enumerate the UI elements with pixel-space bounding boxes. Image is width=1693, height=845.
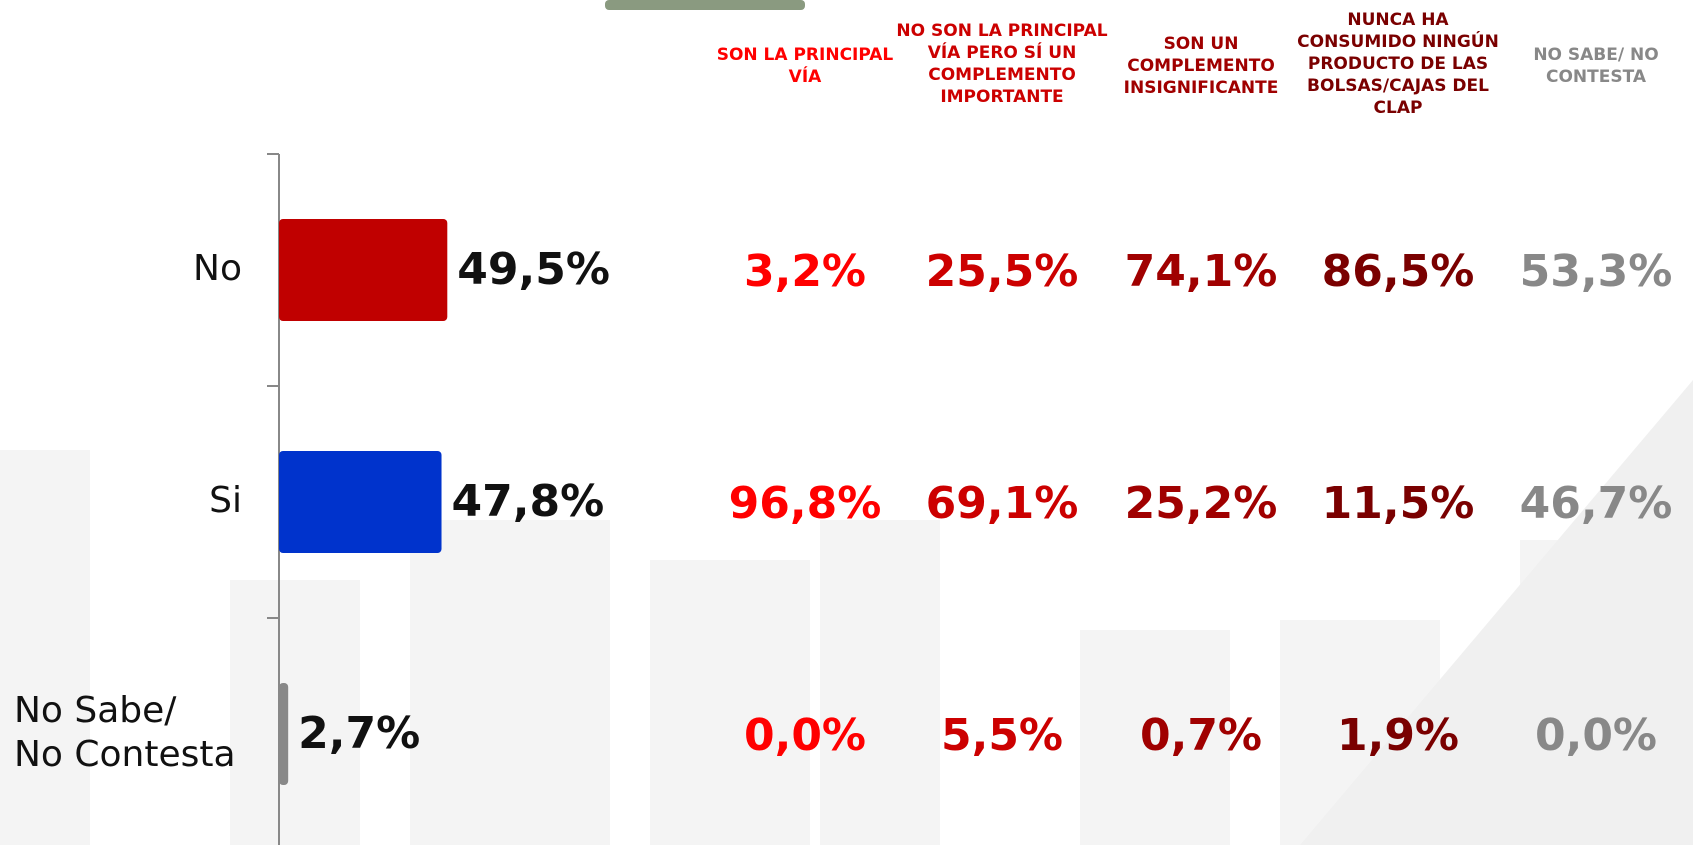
table-cell: 1,9% <box>1337 710 1459 761</box>
category-label: No Sabe/ <box>14 690 177 731</box>
table-cell: 46,7% <box>1520 478 1673 529</box>
column-header: NUNCA HA CONSUMIDO NINGÚN PRODUCTO DE LA… <box>1297 10 1499 118</box>
table-cell: 0,7% <box>1140 710 1262 761</box>
bar <box>279 683 289 785</box>
background <box>0 380 1693 845</box>
category-label: No <box>193 248 242 289</box>
table-cell: 11,5% <box>1322 478 1475 529</box>
table-cell: 53,3% <box>1520 246 1673 297</box>
value-label: 47,8% <box>452 476 605 527</box>
bar <box>279 451 442 553</box>
column-header: NO SON LA PRINCIPAL VÍA PERO SÍ UN COMPL… <box>896 21 1108 107</box>
table-cell: 86,5% <box>1322 246 1475 297</box>
table-cell: 69,1% <box>926 478 1079 529</box>
table-cell: 0,0% <box>1535 710 1657 761</box>
category-label: No Contesta <box>14 734 236 775</box>
table-cell: 0,0% <box>744 710 866 761</box>
category-label: Si <box>209 480 242 521</box>
top-image <box>605 0 805 10</box>
column-header: SON UN COMPLEMENTO INSIGNIFICANTE <box>1123 34 1279 98</box>
column-header: NO SABE/ NO CONTESTA <box>1533 45 1659 87</box>
value-label: 49,5% <box>457 244 610 295</box>
bar <box>279 219 448 321</box>
table-cell: 25,2% <box>1125 478 1278 529</box>
value-label: 2,7% <box>298 708 420 759</box>
table-cell: 96,8% <box>729 478 882 529</box>
table-cell: 3,2% <box>744 246 866 297</box>
table-cell: 25,5% <box>926 246 1079 297</box>
column-header: SON LA PRINCIPAL VÍA <box>716 45 894 87</box>
table-cell: 5,5% <box>941 710 1063 761</box>
table-cell: 74,1% <box>1125 246 1278 297</box>
